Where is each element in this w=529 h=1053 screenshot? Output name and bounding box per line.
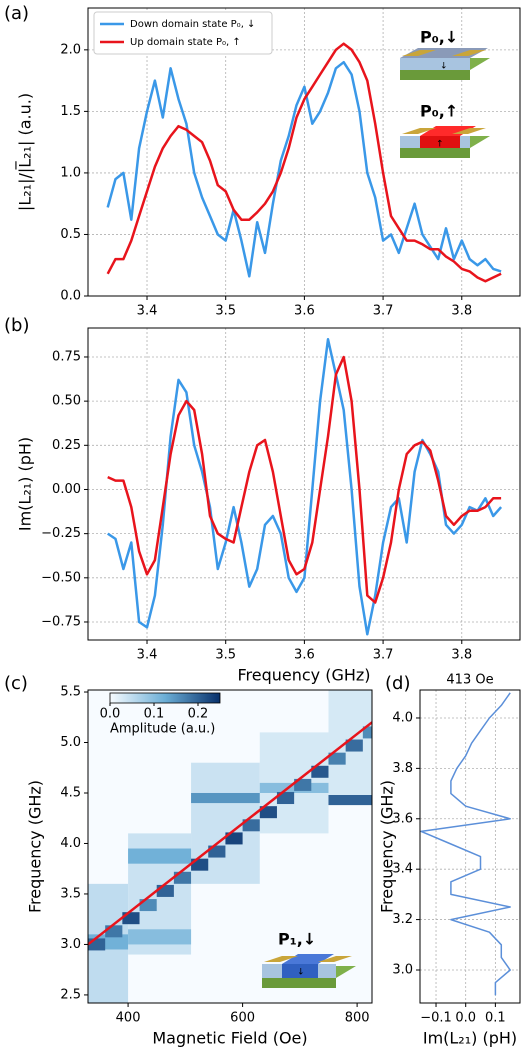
legend-label: Up domain state P₀, ↑ bbox=[130, 37, 241, 48]
heatmap-cell bbox=[328, 795, 372, 806]
plot-frame bbox=[87, 327, 521, 641]
heatmap bbox=[88, 690, 372, 1003]
y-tick-label: 3.5 bbox=[60, 886, 81, 901]
x-axis-label: Im(L₂₁) (pH) bbox=[423, 1029, 517, 1048]
inset-label: P₀,↑ bbox=[420, 102, 458, 121]
plot-frame bbox=[87, 689, 373, 1004]
y-tick-label: 2.5 bbox=[60, 987, 81, 1002]
ridge-cell bbox=[328, 752, 346, 765]
y-tick-label: 4.5 bbox=[60, 785, 81, 800]
y-tick-label: 3.6 bbox=[392, 811, 413, 826]
y-tick-label: 0.25 bbox=[52, 438, 81, 453]
y-tick-label: 4.0 bbox=[60, 836, 81, 851]
x-axis-label: Magnetic Field (Oe) bbox=[152, 1029, 307, 1048]
heatmap-cell bbox=[128, 848, 192, 864]
colorbar-tick-label: 0.0 bbox=[100, 707, 121, 722]
x-tick-label: 3.4 bbox=[137, 304, 158, 319]
y-tick-label: 3.2 bbox=[392, 912, 413, 927]
colorbar-tick-label: 0.2 bbox=[188, 707, 209, 722]
data-line bbox=[420, 692, 511, 996]
y-tick-label: 0.5 bbox=[60, 227, 81, 242]
x-tick-label: 3.6 bbox=[294, 304, 315, 319]
y-tick-label: 1.0 bbox=[60, 165, 81, 180]
y-tick-label: 5.0 bbox=[60, 735, 81, 750]
panels: 3.4 3.5 3.6 3.7 3.8 0.0 0.5 1.0 1.5 2.0 (a) |L₂₁|/|… bbox=[4, 3, 521, 1048]
x-tick-label: 600 bbox=[230, 1011, 255, 1026]
arrow: ↑ bbox=[436, 140, 444, 150]
panel-label: (a) bbox=[4, 3, 29, 24]
ridge-cell bbox=[362, 726, 372, 739]
y-tick-label: 1.5 bbox=[60, 104, 81, 119]
y-tick-label: 3.0 bbox=[392, 962, 413, 977]
y-tick-label: −0.25 bbox=[41, 526, 81, 541]
x-tick-label: 3.4 bbox=[137, 648, 158, 663]
plot-frame bbox=[87, 7, 521, 297]
colorbar-label: Amplitude (a.u.) bbox=[110, 722, 215, 737]
ridge-cell bbox=[294, 778, 312, 791]
y-tick-label: 0.50 bbox=[52, 394, 81, 409]
x-tick-label: 3.5 bbox=[215, 304, 236, 319]
panel-label: (b) bbox=[4, 315, 29, 336]
y-tick-label: 0.75 bbox=[52, 349, 81, 364]
x-tick-label: 0.0 bbox=[455, 1011, 476, 1026]
x-tick-label: 3.8 bbox=[451, 648, 472, 663]
y-axis-label: Frequency (GHz) bbox=[26, 780, 45, 913]
x-tick-label: 400 bbox=[116, 1011, 141, 1026]
panel-label: (c) bbox=[4, 673, 28, 694]
device-inset-c: ↓ bbox=[262, 954, 356, 988]
colorbar bbox=[109, 692, 221, 704]
ridge-cell bbox=[311, 765, 329, 778]
y-tick-label: −0.50 bbox=[41, 570, 81, 585]
heatmap-cell bbox=[191, 792, 260, 804]
y-tick-label: 3.4 bbox=[392, 862, 413, 877]
y-tick-label: 5.5 bbox=[60, 685, 81, 700]
y-tick-label: 3.8 bbox=[392, 761, 413, 776]
x-axis-label: Frequency (GHz) bbox=[237, 666, 370, 685]
ridge-cell bbox=[88, 938, 106, 951]
y-tick-label: 0.0 bbox=[60, 289, 81, 304]
x-tick-label: 3.7 bbox=[373, 304, 394, 319]
y-tick-label: 2.0 bbox=[60, 42, 81, 57]
ridge-cell bbox=[242, 819, 260, 832]
ridge-cell bbox=[276, 792, 295, 805]
ridge-cell bbox=[173, 871, 192, 884]
ridge-cell bbox=[225, 832, 243, 845]
ridge-cell bbox=[156, 884, 174, 897]
x-tick-label: 3.6 bbox=[294, 648, 315, 663]
device-inset-down: ↓ bbox=[400, 48, 490, 80]
y-axis-label: Im(L₂₁) (pH) bbox=[16, 437, 35, 531]
inset-label: P₁,↓ bbox=[278, 930, 316, 949]
arrow: ↓ bbox=[297, 968, 305, 978]
ridge-cell bbox=[259, 806, 277, 819]
panel-title: 413 Oe bbox=[446, 673, 493, 688]
ridge-cell bbox=[105, 925, 123, 938]
y-tick-label: −0.75 bbox=[41, 614, 81, 629]
y-axis-label: Frequency (GHz) bbox=[378, 780, 397, 913]
y-tick-label: 3.0 bbox=[60, 937, 81, 952]
arrow: ↓ bbox=[440, 62, 448, 72]
y-axis-label: |L₂₁|/|L̅₂₁| (a.u.) bbox=[16, 93, 35, 211]
plot-frame bbox=[419, 689, 521, 1004]
device-inset-up: ↑ bbox=[400, 126, 490, 158]
data-line bbox=[106, 42, 502, 283]
y-tick-label: 0.00 bbox=[52, 482, 81, 497]
x-tick-label: −0.1 bbox=[420, 1011, 452, 1026]
legend-label: Down domain state P₀, ↓ bbox=[130, 19, 255, 30]
x-tick-label: 3.7 bbox=[373, 648, 394, 663]
x-tick-label: 3.5 bbox=[215, 648, 236, 663]
colorbar-tick-label: 0.1 bbox=[144, 707, 165, 722]
x-tick-label: 800 bbox=[345, 1011, 370, 1026]
ridge-cell bbox=[345, 739, 363, 752]
heatmap-cell bbox=[128, 929, 192, 945]
data-line bbox=[107, 355, 502, 604]
data-line bbox=[106, 60, 502, 278]
y-tick-label: 4.0 bbox=[392, 710, 413, 725]
x-tick-label: 0.1 bbox=[485, 1011, 506, 1026]
fit-line bbox=[88, 721, 372, 946]
inset-label: P₀,↓ bbox=[420, 28, 458, 47]
panel-label: (d) bbox=[385, 673, 410, 694]
x-tick-label: 3.8 bbox=[451, 304, 472, 319]
legend-box bbox=[93, 11, 273, 55]
